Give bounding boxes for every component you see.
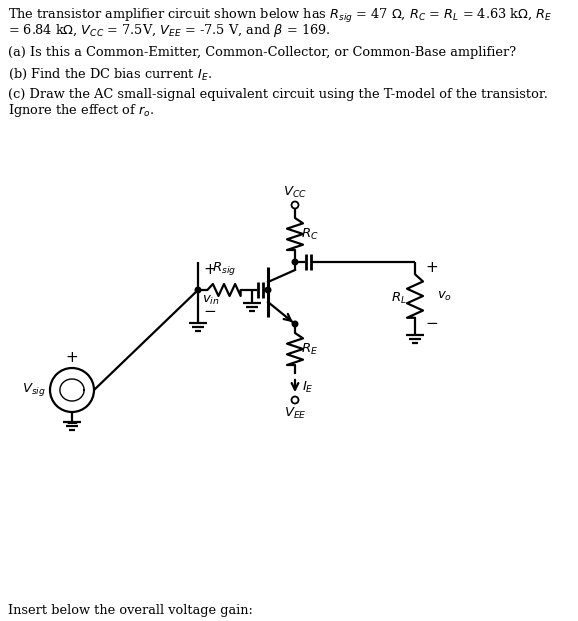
Circle shape xyxy=(292,321,298,327)
Text: (c) Draw the AC small-signal equivalent circuit using the T-model of the transis: (c) Draw the AC small-signal equivalent … xyxy=(8,88,548,101)
Text: +: + xyxy=(66,350,79,365)
Text: Ignore the effect of $r_o$.: Ignore the effect of $r_o$. xyxy=(8,102,154,119)
Text: $v_{in}$: $v_{in}$ xyxy=(202,294,220,307)
Text: The transistor amplifier circuit shown below has $R_{sig}$ = 47 $\Omega$, $R_C$ : The transistor amplifier circuit shown b… xyxy=(8,7,552,25)
Text: $V_{sig}$: $V_{sig}$ xyxy=(22,381,46,399)
Text: +: + xyxy=(425,260,438,276)
Text: $V_{CC}$: $V_{CC}$ xyxy=(283,185,307,200)
Text: = 6.84 k$\Omega$, $V_{CC}$ = 7.5V, $V_{EE}$ = -7.5 V, and $\beta$ = 169.: = 6.84 k$\Omega$, $V_{CC}$ = 7.5V, $V_{E… xyxy=(8,22,331,39)
Text: Insert below the overall voltage gain:: Insert below the overall voltage gain: xyxy=(8,604,253,617)
Circle shape xyxy=(195,287,201,292)
Circle shape xyxy=(265,287,271,292)
Text: $R_L$: $R_L$ xyxy=(391,291,407,306)
Text: +: + xyxy=(203,263,216,278)
Text: $R_C$: $R_C$ xyxy=(301,227,318,242)
Text: $R_{sig}$: $R_{sig}$ xyxy=(212,260,236,277)
Text: $-$: $-$ xyxy=(203,302,216,317)
Text: $R_E$: $R_E$ xyxy=(301,342,318,356)
Text: $V_{EE}$: $V_{EE}$ xyxy=(284,406,306,421)
Text: $-$: $-$ xyxy=(65,414,79,429)
Circle shape xyxy=(292,259,298,265)
Text: $v_o$: $v_o$ xyxy=(437,289,452,302)
Text: $-$: $-$ xyxy=(425,314,438,330)
Text: (a) Is this a Common-Emitter, Common-Collector, or Common-Base amplifier?: (a) Is this a Common-Emitter, Common-Col… xyxy=(8,46,516,59)
Text: (b) Find the DC bias current $I_E$.: (b) Find the DC bias current $I_E$. xyxy=(8,67,212,82)
Text: $I_E$: $I_E$ xyxy=(302,379,314,394)
